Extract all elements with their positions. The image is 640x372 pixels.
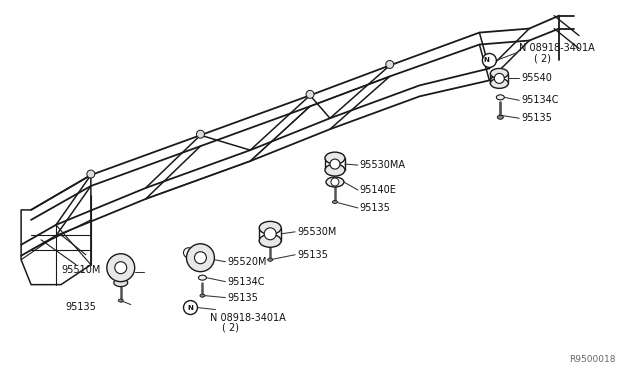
Text: 95135: 95135 <box>297 250 328 260</box>
Circle shape <box>494 73 504 83</box>
Ellipse shape <box>490 68 508 78</box>
Text: N: N <box>188 305 193 311</box>
Ellipse shape <box>114 279 128 286</box>
Circle shape <box>330 159 340 169</box>
Ellipse shape <box>118 299 124 302</box>
Circle shape <box>184 301 198 314</box>
Text: 95135: 95135 <box>227 293 258 302</box>
Ellipse shape <box>259 234 281 247</box>
Circle shape <box>264 228 276 240</box>
Circle shape <box>196 130 204 138</box>
Text: R9500018: R9500018 <box>569 355 616 364</box>
Text: 95140E: 95140E <box>360 185 397 195</box>
Text: ( 2): ( 2) <box>222 323 239 333</box>
Ellipse shape <box>497 115 503 119</box>
Ellipse shape <box>497 95 504 100</box>
Ellipse shape <box>332 201 337 203</box>
Ellipse shape <box>325 164 345 176</box>
Text: 95135: 95135 <box>521 113 552 123</box>
Circle shape <box>115 262 127 274</box>
Circle shape <box>87 170 95 178</box>
Ellipse shape <box>259 221 281 234</box>
Text: N 08918-3401A: N 08918-3401A <box>211 312 286 323</box>
Text: N 08918-3401A: N 08918-3401A <box>519 42 595 52</box>
Text: 95520M: 95520M <box>227 257 267 267</box>
Circle shape <box>331 178 339 186</box>
Text: N: N <box>483 57 490 64</box>
Text: 95135: 95135 <box>65 302 96 311</box>
Ellipse shape <box>325 152 345 164</box>
Text: 95134C: 95134C <box>521 95 559 105</box>
Text: 95134C: 95134C <box>227 277 265 287</box>
Circle shape <box>195 252 207 264</box>
Circle shape <box>306 90 314 98</box>
Text: ( 2): ( 2) <box>534 54 551 64</box>
Text: 95135: 95135 <box>360 203 391 213</box>
Text: 95530M: 95530M <box>297 227 337 237</box>
Circle shape <box>386 61 394 68</box>
Text: 95510M: 95510M <box>61 265 101 275</box>
Text: 95540: 95540 <box>521 73 552 83</box>
Circle shape <box>186 244 214 272</box>
Ellipse shape <box>326 177 344 187</box>
Circle shape <box>107 254 134 282</box>
Ellipse shape <box>198 275 207 280</box>
Circle shape <box>184 248 193 258</box>
Circle shape <box>483 54 497 67</box>
Ellipse shape <box>268 258 273 261</box>
Ellipse shape <box>490 78 508 89</box>
Text: 95530MA: 95530MA <box>360 160 406 170</box>
Ellipse shape <box>200 294 205 297</box>
